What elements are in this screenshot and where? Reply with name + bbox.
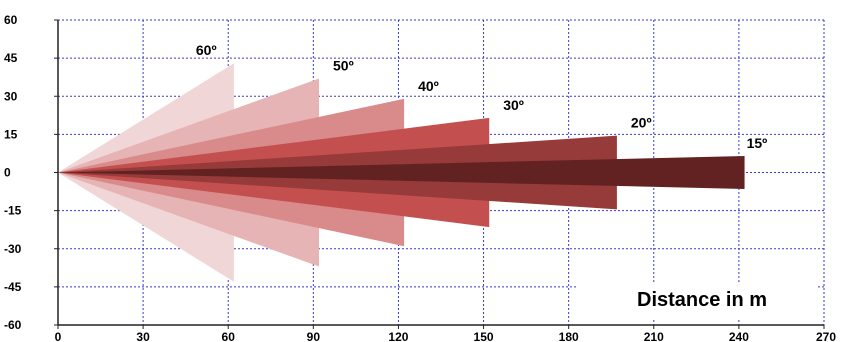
y-tick-label-0: 60 <box>4 13 18 27</box>
y-tick-label-2: 30 <box>4 89 18 103</box>
x-tick-label-0: 0 <box>55 330 62 342</box>
y-tick-label-5: -15 <box>4 204 22 218</box>
x-tick-label-1: 30 <box>136 330 150 342</box>
xlabel-backdrop <box>578 282 818 318</box>
beam-label-1: 50º <box>333 57 354 73</box>
x-tick-label-2: 60 <box>222 330 236 342</box>
y-tick-label-6: -30 <box>4 242 22 256</box>
x-tick-label-7: 210 <box>644 330 664 342</box>
axes <box>54 19 825 329</box>
x-tick-label-9: 270 <box>816 330 836 342</box>
beam-5 <box>58 155 745 190</box>
x-tick-label-8: 240 <box>729 330 749 342</box>
beam-label-5: 15º <box>747 135 768 151</box>
y-tick-label-1: 45 <box>4 51 18 65</box>
x-tick-label-5: 150 <box>474 330 494 342</box>
y-tick-label-8: -60 <box>4 318 22 332</box>
beam-label-2: 40º <box>418 78 439 94</box>
y-tick-label-7: -45 <box>4 280 22 294</box>
beam-label-3: 30º <box>503 97 524 113</box>
beams <box>58 63 745 282</box>
x-axis-title: Distance in m <box>637 289 767 311</box>
beam-labels: 60º 50º 40º 30º 20º 15º <box>196 42 767 151</box>
x-tick-label-3: 90 <box>307 330 321 342</box>
x-tick-label-4: 120 <box>388 330 408 342</box>
y-tick-label-4: 0 <box>4 166 11 180</box>
y-tick-label-3: 15 <box>4 127 18 141</box>
beam-label-4: 20º <box>631 115 652 131</box>
x-tick-label-6: 180 <box>559 330 579 342</box>
beam-label-0: 60º <box>196 42 217 58</box>
